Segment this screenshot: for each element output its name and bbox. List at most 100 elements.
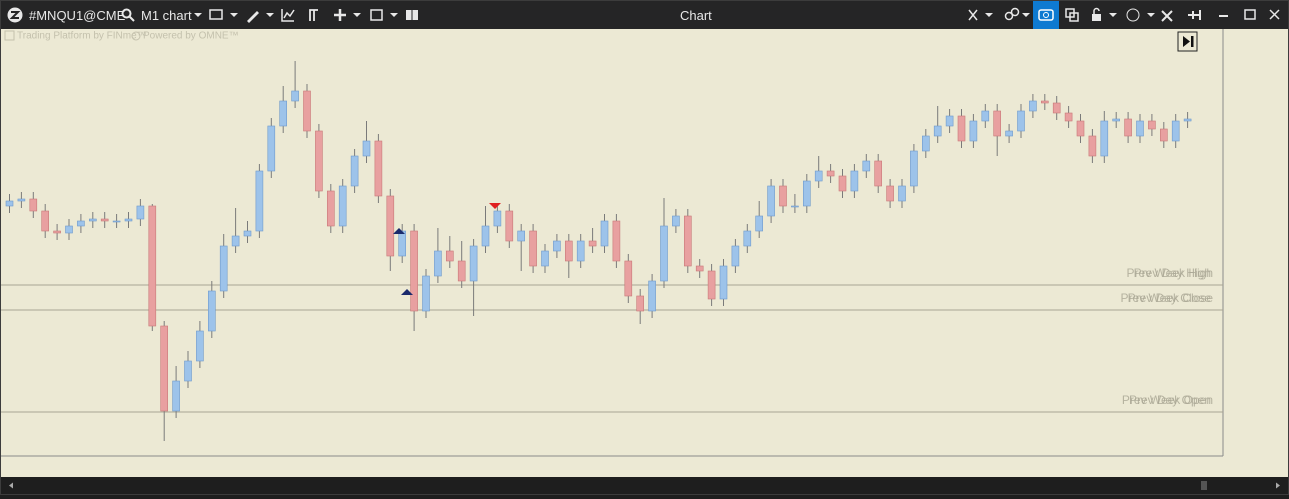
candle-body xyxy=(743,230,752,247)
candle-body xyxy=(410,230,418,312)
candle-body xyxy=(838,175,847,192)
candle-body xyxy=(779,185,787,207)
signal-marker xyxy=(401,289,413,295)
watermark-logo xyxy=(4,30,15,41)
candle-body xyxy=(1171,120,1180,142)
candle-body xyxy=(648,280,656,312)
candle-body xyxy=(862,160,871,172)
candle-body xyxy=(279,100,288,127)
candle-body xyxy=(541,250,549,267)
signal-marker xyxy=(393,228,405,234)
candle-body xyxy=(1112,118,1120,122)
candle-body xyxy=(1148,120,1156,130)
candle-body xyxy=(100,218,109,222)
toolbar-icons[interactable] xyxy=(193,7,423,23)
candle-body xyxy=(89,218,97,222)
candle-body xyxy=(588,240,597,247)
signal-marker xyxy=(489,203,501,209)
candle-body xyxy=(660,225,668,282)
symbol[interactable]: #MNQU1@CME xyxy=(29,8,126,23)
candle-body xyxy=(791,205,799,208)
candle-body xyxy=(731,245,740,267)
watermark-logo xyxy=(131,31,141,41)
candle-body xyxy=(553,240,561,252)
candle-body xyxy=(208,290,216,332)
candle-body xyxy=(886,185,894,202)
candle-body xyxy=(921,135,930,152)
candle-body xyxy=(695,265,704,272)
candle-body xyxy=(445,250,454,262)
candle-body xyxy=(326,190,335,227)
candle-body xyxy=(457,260,466,282)
watermark-powered: Powered by OMNE™ xyxy=(143,31,239,42)
candle-body xyxy=(683,215,692,267)
candle-body xyxy=(374,140,383,197)
candle-body xyxy=(517,230,526,242)
candle-body xyxy=(291,90,299,102)
candle-body xyxy=(1064,112,1073,122)
candle-body xyxy=(184,360,192,382)
timeframe[interactable]: M1 chart xyxy=(141,8,192,23)
candle-body xyxy=(267,125,276,172)
candle-body xyxy=(398,230,407,257)
candle-body xyxy=(826,170,835,177)
candle-body xyxy=(362,140,371,157)
candle-body xyxy=(969,120,978,142)
candle-body xyxy=(874,160,883,187)
candle-body xyxy=(172,380,180,412)
chart-background xyxy=(1,29,1288,477)
candle-body xyxy=(529,230,537,267)
candle-body xyxy=(5,200,14,207)
candle-body xyxy=(77,220,85,227)
candle-body xyxy=(993,110,1002,137)
candle-body xyxy=(219,245,228,292)
candle-body xyxy=(112,220,121,223)
candle-body xyxy=(434,250,442,277)
candle-body xyxy=(1041,100,1049,104)
candle-body xyxy=(672,215,680,227)
candle-body xyxy=(136,205,145,220)
candle-body xyxy=(160,325,168,412)
candle-body xyxy=(707,270,716,300)
scrollbar-arrows[interactable] xyxy=(1,477,1288,494)
search-icon[interactable] xyxy=(121,8,135,22)
candle-body xyxy=(481,225,490,247)
level-label: Prev Day Close xyxy=(1128,291,1212,305)
candle-body xyxy=(303,90,311,132)
candle-body xyxy=(1124,118,1132,137)
candle-body xyxy=(41,210,50,232)
candle-body xyxy=(1088,135,1097,157)
candle-body xyxy=(1029,100,1037,112)
candle-body xyxy=(600,220,609,247)
candle-body xyxy=(719,265,728,300)
candle-body xyxy=(636,295,645,312)
candle-body xyxy=(898,185,906,202)
candle-body xyxy=(469,245,478,282)
scroll-to-end-icon[interactable] xyxy=(1183,36,1194,47)
candle-body xyxy=(1100,120,1109,157)
candle-body xyxy=(576,240,585,262)
scrollbar[interactable] xyxy=(1,477,1288,494)
chart: Trading Platform by FINme™ Powered by OM… xyxy=(1,29,1288,477)
window-controls[interactable] xyxy=(963,1,1288,29)
level-label: Prev Day High xyxy=(1134,266,1211,280)
candle-body xyxy=(767,185,775,217)
candle-body xyxy=(1017,110,1025,132)
candle-body xyxy=(624,260,633,297)
candle-body xyxy=(65,225,73,234)
candle-body xyxy=(957,115,966,142)
candle-body xyxy=(802,180,811,207)
candle-body xyxy=(243,230,252,237)
candle-body xyxy=(124,218,133,222)
candle-body xyxy=(493,210,502,227)
app-logo xyxy=(7,7,23,23)
watermark-platform: Trading Platform by FINme™ xyxy=(17,31,147,42)
candle-body xyxy=(1136,120,1144,137)
toolbar: #MNQU1@CME M1 chart Chart xyxy=(1,1,1288,29)
candle-body xyxy=(505,210,514,242)
candle-body xyxy=(1183,118,1192,122)
candle-body xyxy=(338,185,347,227)
level-label: Prev Week High xyxy=(1127,266,1213,280)
candle-body xyxy=(148,205,157,327)
candle-body xyxy=(386,195,395,257)
